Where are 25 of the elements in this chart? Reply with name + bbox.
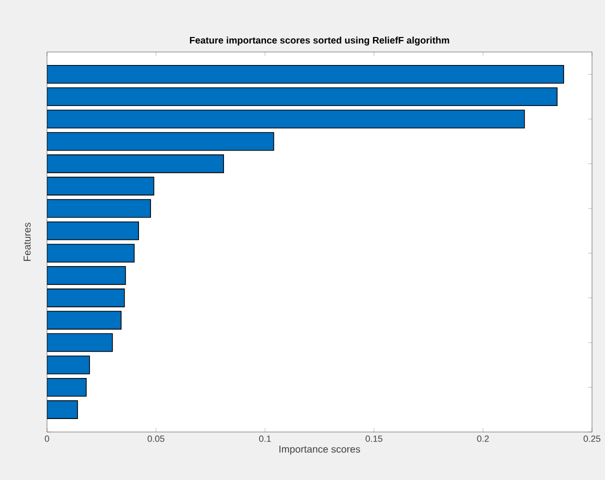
chart-title: Feature importance scores sorted using ReliefF algorithm [190, 36, 450, 46]
x-tick-label: 0.15 [366, 436, 382, 442]
bar [47, 110, 525, 128]
bar [47, 266, 126, 285]
y-axis-title: Features [24, 222, 31, 261]
bar [47, 132, 274, 151]
bar [47, 244, 135, 263]
x-tick-label: 0.1 [259, 436, 271, 442]
bar [47, 356, 90, 374]
bar [47, 154, 224, 174]
bar [47, 65, 564, 84]
bar [47, 333, 113, 352]
bar [47, 378, 87, 397]
bar [47, 310, 122, 330]
x-tick-label: 0.2 [477, 436, 489, 442]
bar [47, 400, 78, 419]
bar [47, 87, 558, 106]
bar [47, 199, 151, 218]
bar [47, 176, 154, 196]
x-tick-label: 0.05 [148, 436, 164, 442]
bar [47, 221, 139, 240]
bar [47, 288, 125, 308]
x-axis-title: Importance scores [279, 446, 360, 455]
x-tick-label: 0.25 [584, 436, 600, 442]
x-tick-label: 0 [44, 436, 50, 442]
